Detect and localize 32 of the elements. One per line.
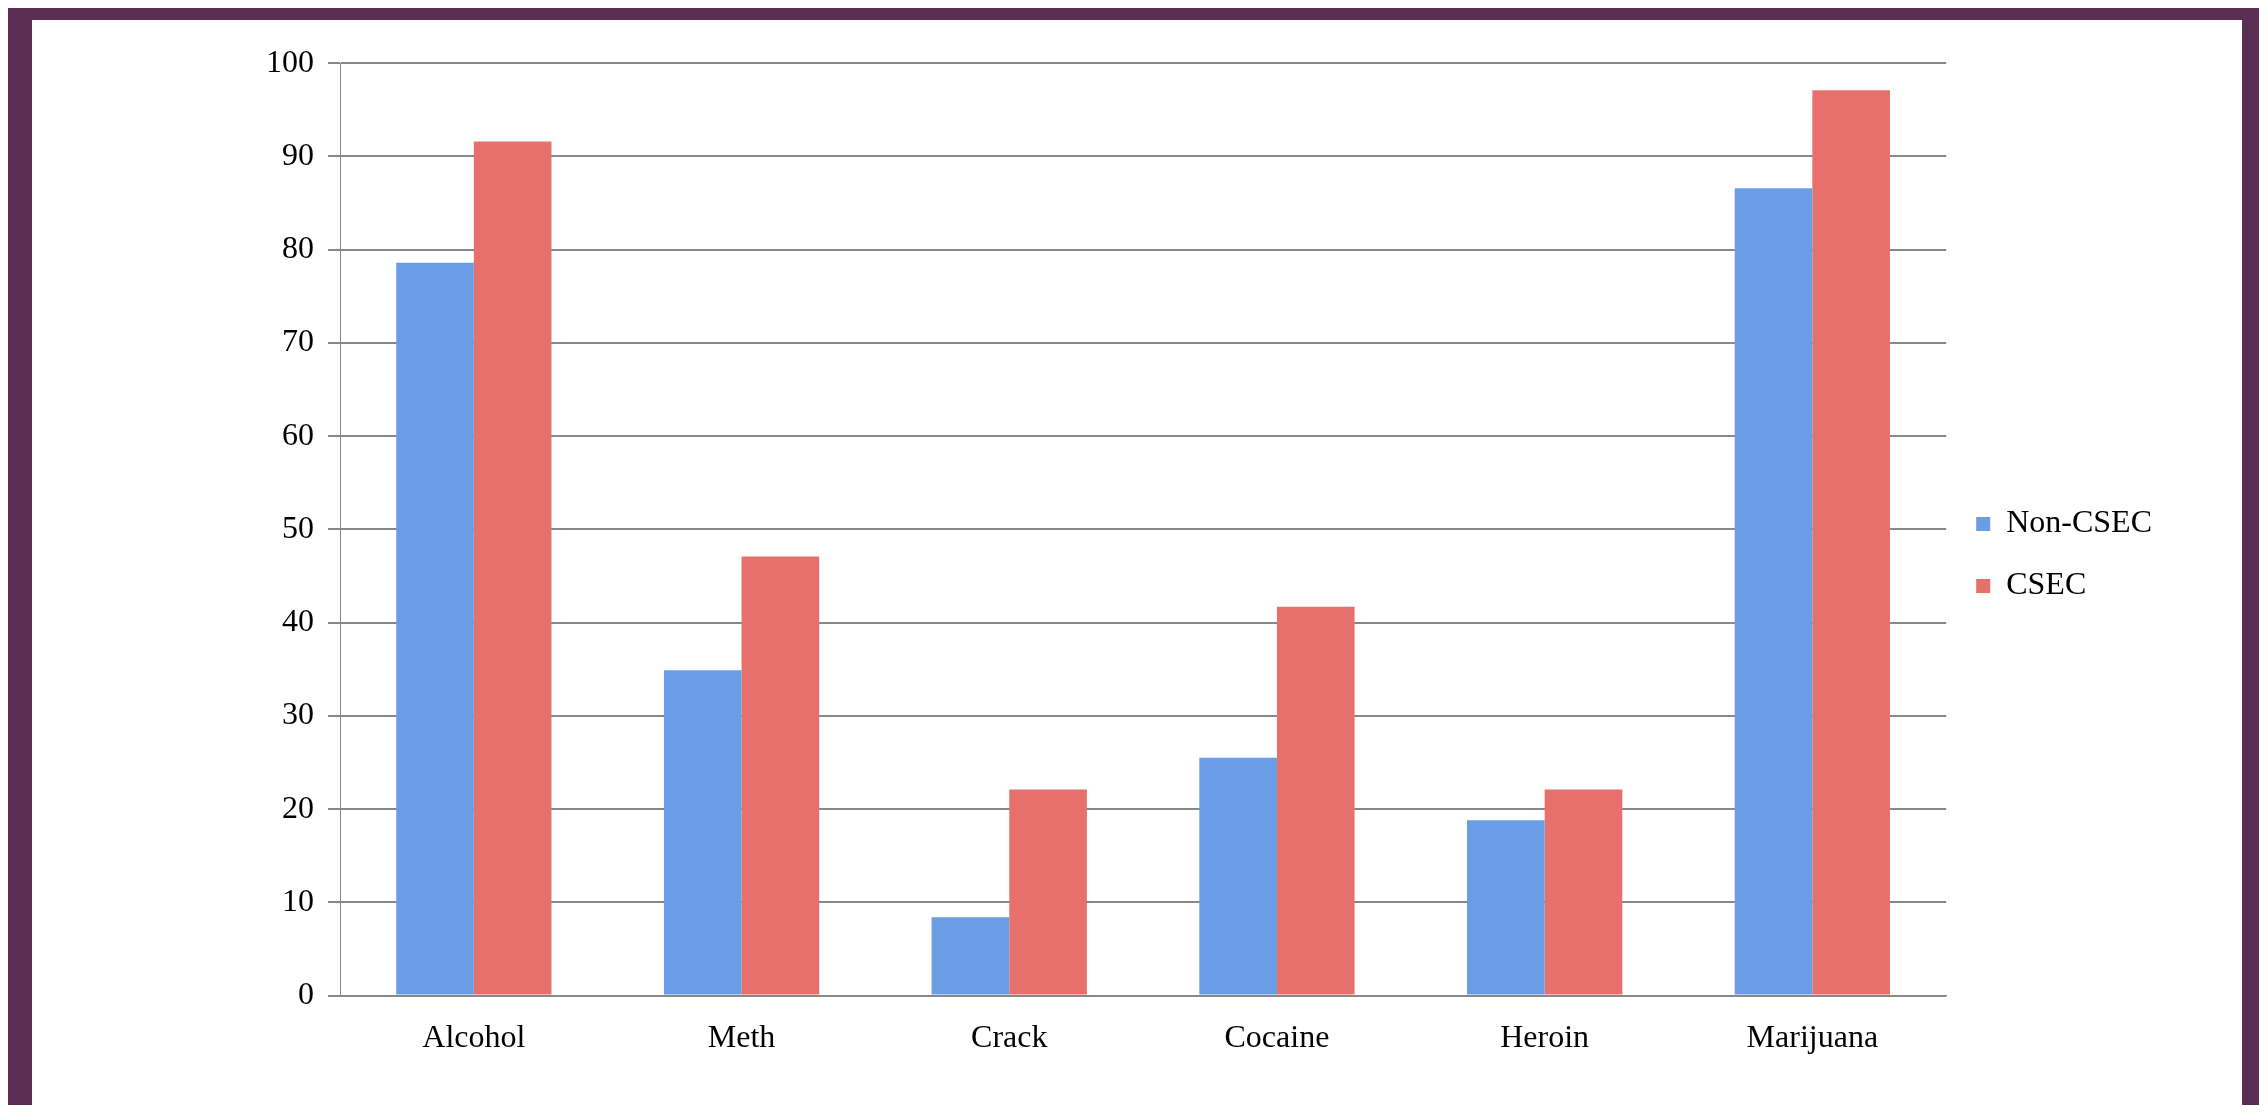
bar	[1276, 606, 1355, 995]
y-tick-label: 60	[282, 415, 314, 452]
bar	[1199, 757, 1277, 995]
y-tick-label: 90	[282, 135, 314, 172]
y-tick-label: 100	[266, 42, 314, 79]
y-tick-label: 70	[282, 322, 314, 359]
legend-label: Non-CSEC	[2006, 503, 2152, 540]
bar	[931, 917, 1010, 995]
x-tick-label: Crack	[971, 1018, 1048, 1055]
bar	[1734, 188, 1813, 995]
y-tick-label: 80	[282, 229, 314, 266]
y-tick-label: 10	[282, 881, 314, 918]
slide-frame: Non-CSEC CSEC Alcohol Meth Crack Cocaine Heroin Marijuana 0 10 20 30 40 50 60 70 80 90 100	[8, 8, 2259, 1105]
bar	[663, 670, 742, 995]
x-tick-label: Heroin	[1500, 1018, 1590, 1055]
x-tick-label: Cocaine	[1224, 1018, 1330, 1055]
x-tick-label: Marijuana	[1746, 1018, 1879, 1055]
legend-label: CSEC	[2006, 565, 2087, 602]
bar	[396, 262, 474, 995]
bar	[1544, 789, 1623, 995]
x-tick-label: Alcohol	[422, 1018, 526, 1055]
y-tick-label: 0	[298, 975, 314, 1012]
bar	[1812, 90, 1890, 995]
bar	[741, 556, 820, 995]
y-tick-label: 20	[282, 788, 314, 825]
x-tick-label: Meth	[707, 1018, 776, 1055]
y-tick-label: 50	[282, 508, 314, 545]
bar	[1009, 789, 1087, 995]
y-tick-label: 30	[282, 695, 314, 732]
bar	[473, 141, 552, 995]
y-tick-label: 40	[282, 602, 314, 639]
bar	[1467, 820, 1545, 995]
